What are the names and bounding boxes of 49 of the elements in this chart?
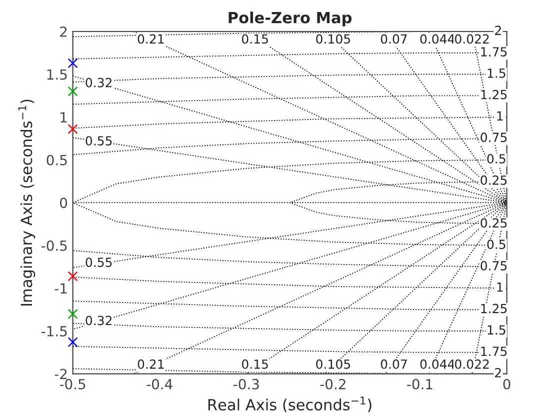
annotation: 0.5 bbox=[487, 154, 506, 164]
annotation: 1 bbox=[497, 282, 503, 292]
y-tick-label: -1 bbox=[54, 283, 67, 294]
annotation: 0.32 bbox=[86, 78, 112, 88]
annotation: 1.5 bbox=[488, 325, 506, 335]
annotation: 2 bbox=[495, 368, 501, 378]
y-tick-label: -2 bbox=[54, 368, 67, 380]
annotation: 1.25 bbox=[481, 90, 507, 100]
annotation: 0.55 bbox=[86, 258, 112, 268]
y-tick-label: 1 bbox=[60, 112, 67, 122]
y-tick-label: 1.5 bbox=[47, 69, 67, 80]
annotation: 0.32 bbox=[86, 316, 112, 326]
y-tick-label: 0 bbox=[60, 198, 68, 208]
annotation: 1.5 bbox=[488, 68, 506, 78]
annotation: 2 bbox=[495, 26, 501, 35]
annotation: 0.15 bbox=[242, 34, 268, 44]
annotation: 1.75 bbox=[481, 47, 507, 57]
annotation: 0.022 bbox=[455, 34, 489, 44]
annotation: 1 bbox=[497, 111, 503, 121]
y-tick-label: -1.5 bbox=[42, 326, 67, 336]
annotation: 0.105 bbox=[316, 359, 350, 369]
annotation: 0.022 bbox=[455, 359, 489, 369]
annotation: 0.044 bbox=[420, 34, 455, 44]
annotation: 0.07 bbox=[380, 359, 407, 369]
annotation: 0.25 bbox=[480, 175, 507, 185]
annotation: 1.75 bbox=[481, 346, 507, 356]
x-tick-label: -0.3 bbox=[234, 378, 259, 390]
annotation: 0.5 bbox=[487, 240, 506, 250]
annotation: 1.25 bbox=[481, 304, 507, 314]
annotation: 0.21 bbox=[138, 34, 164, 44]
annotation: 0.75 bbox=[480, 132, 507, 142]
chart-title: Pole-Zero Map bbox=[228, 12, 352, 26]
y-tick-label: -0.5 bbox=[42, 240, 67, 251]
annotation: 0.105 bbox=[316, 34, 350, 44]
annotation: 0.044 bbox=[420, 359, 455, 369]
x-tick-label: 0 bbox=[503, 378, 510, 390]
annotation: 0.15 bbox=[242, 359, 268, 369]
annotation: 0.07 bbox=[380, 34, 407, 44]
annotation: 0.25 bbox=[480, 218, 507, 228]
x-axis-title: Real Axis (seconds$^{−1}$) bbox=[208, 396, 372, 412]
y-tick-label: 0.5 bbox=[46, 154, 67, 166]
x-tick-label: -0.4 bbox=[146, 378, 172, 390]
x-tick-label: -0.1 bbox=[407, 378, 432, 390]
y-axis-title: Imaginary Axis (seconds$^{−1}$) bbox=[18, 100, 36, 306]
y-tick-label: 2 bbox=[60, 26, 67, 37]
annotation: 0.55 bbox=[86, 136, 112, 146]
annotation: 0.75 bbox=[480, 261, 507, 270]
annotation: 0.21 bbox=[138, 359, 164, 369]
x-tick-label: -0.2 bbox=[320, 378, 346, 390]
